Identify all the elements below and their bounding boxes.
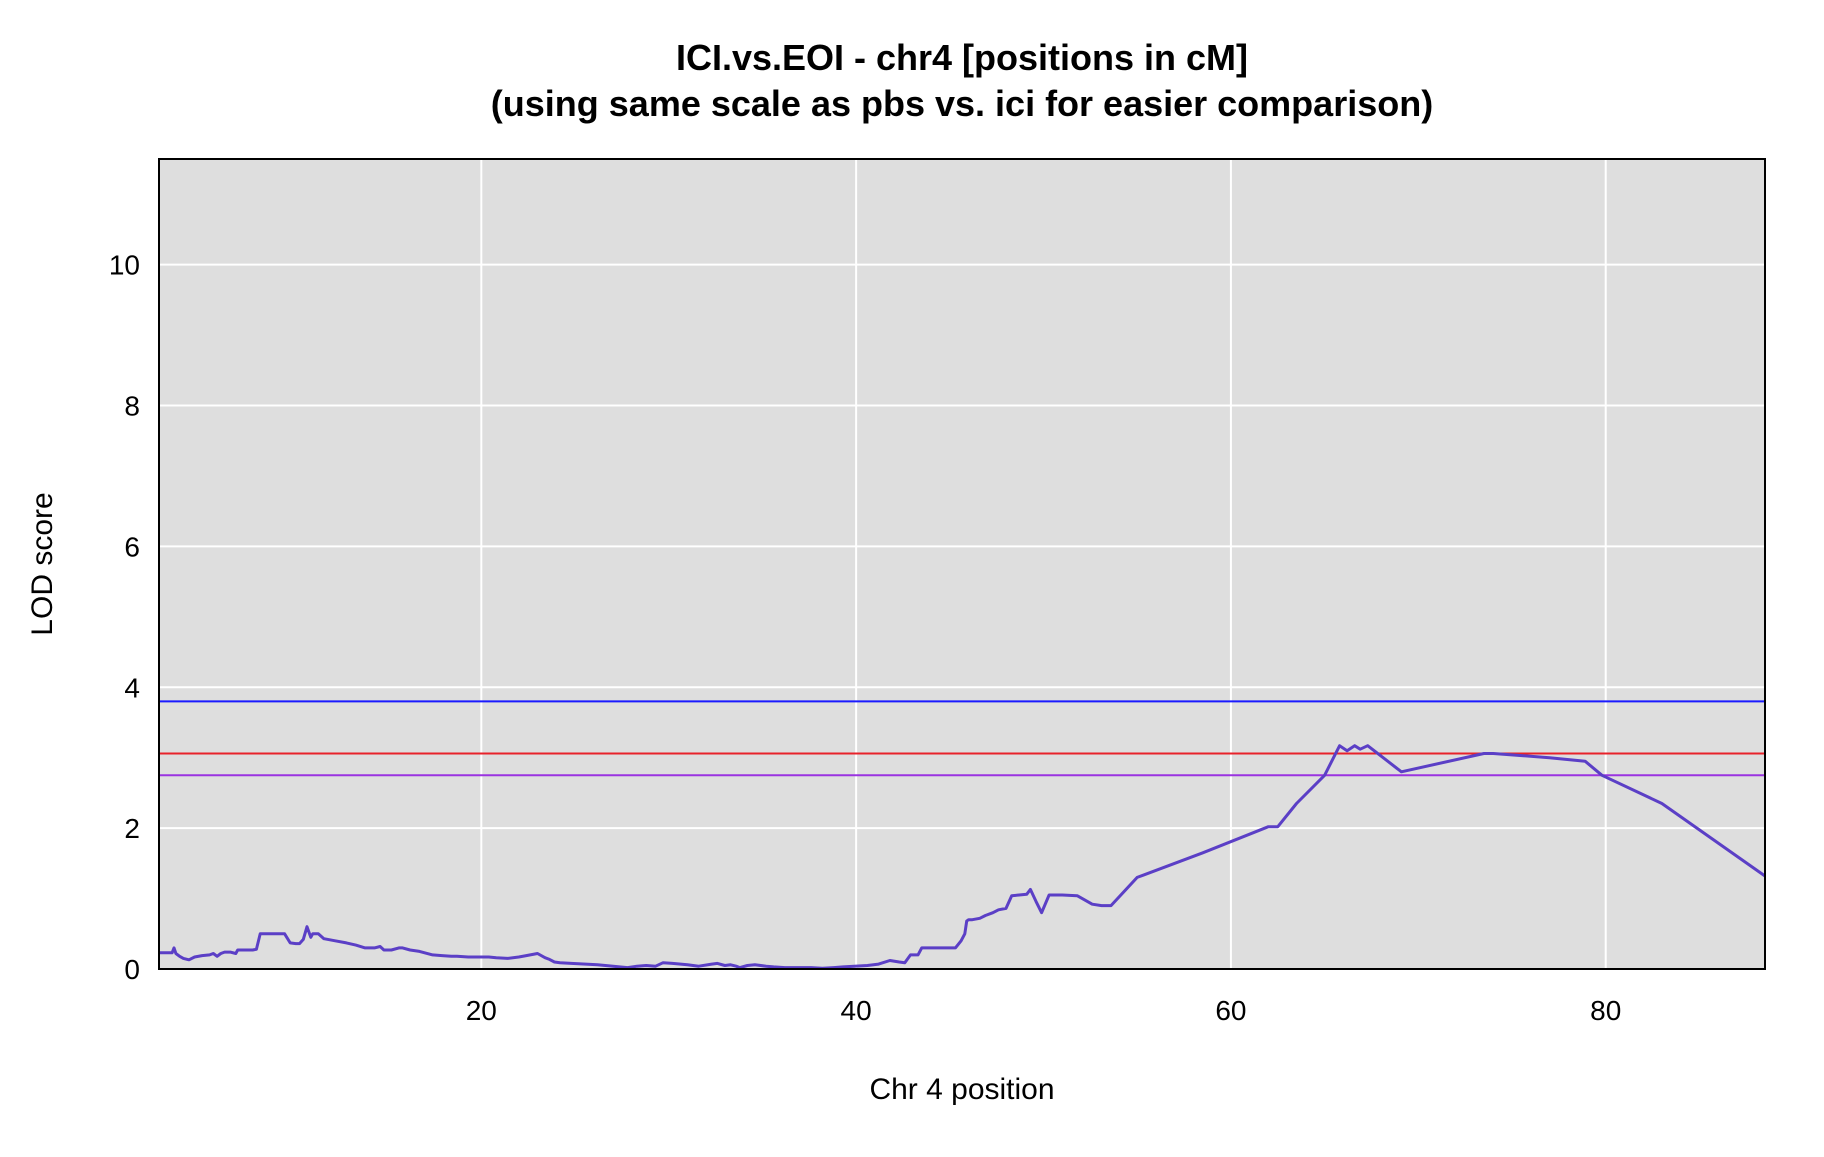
x-tick-label: 20	[466, 995, 497, 1026]
y-tick-label: 8	[124, 391, 140, 422]
y-axis-title: LOD score	[26, 492, 59, 635]
y-tick-label: 2	[124, 813, 140, 844]
plot-frame	[158, 158, 1766, 970]
series-lines	[159, 744, 1766, 970]
y-tick-label: 6	[124, 531, 140, 562]
x-tick-label: 40	[841, 995, 872, 1026]
x-axis-title: Chr 4 position	[869, 1073, 1054, 1106]
x-tick-label: 60	[1215, 995, 1246, 1026]
lod-curve	[159, 744, 1766, 970]
x-tick-label: 80	[1590, 995, 1621, 1026]
chart-title: ICI.vs.EOI - chr4 [positions in cM]	[676, 37, 1248, 78]
y-tick-label: 4	[124, 672, 140, 703]
y-tick-label: 10	[109, 250, 140, 281]
chart-subtitle: (using same scale as pbs vs. ici for eas…	[491, 83, 1433, 124]
y-tick-labels: 0 2 4 6 8 10	[109, 250, 140, 985]
x-tick-labels: 20 40 60 80	[466, 995, 1622, 1026]
y-tick-label: 0	[124, 954, 140, 985]
plot-background	[159, 159, 1765, 969]
